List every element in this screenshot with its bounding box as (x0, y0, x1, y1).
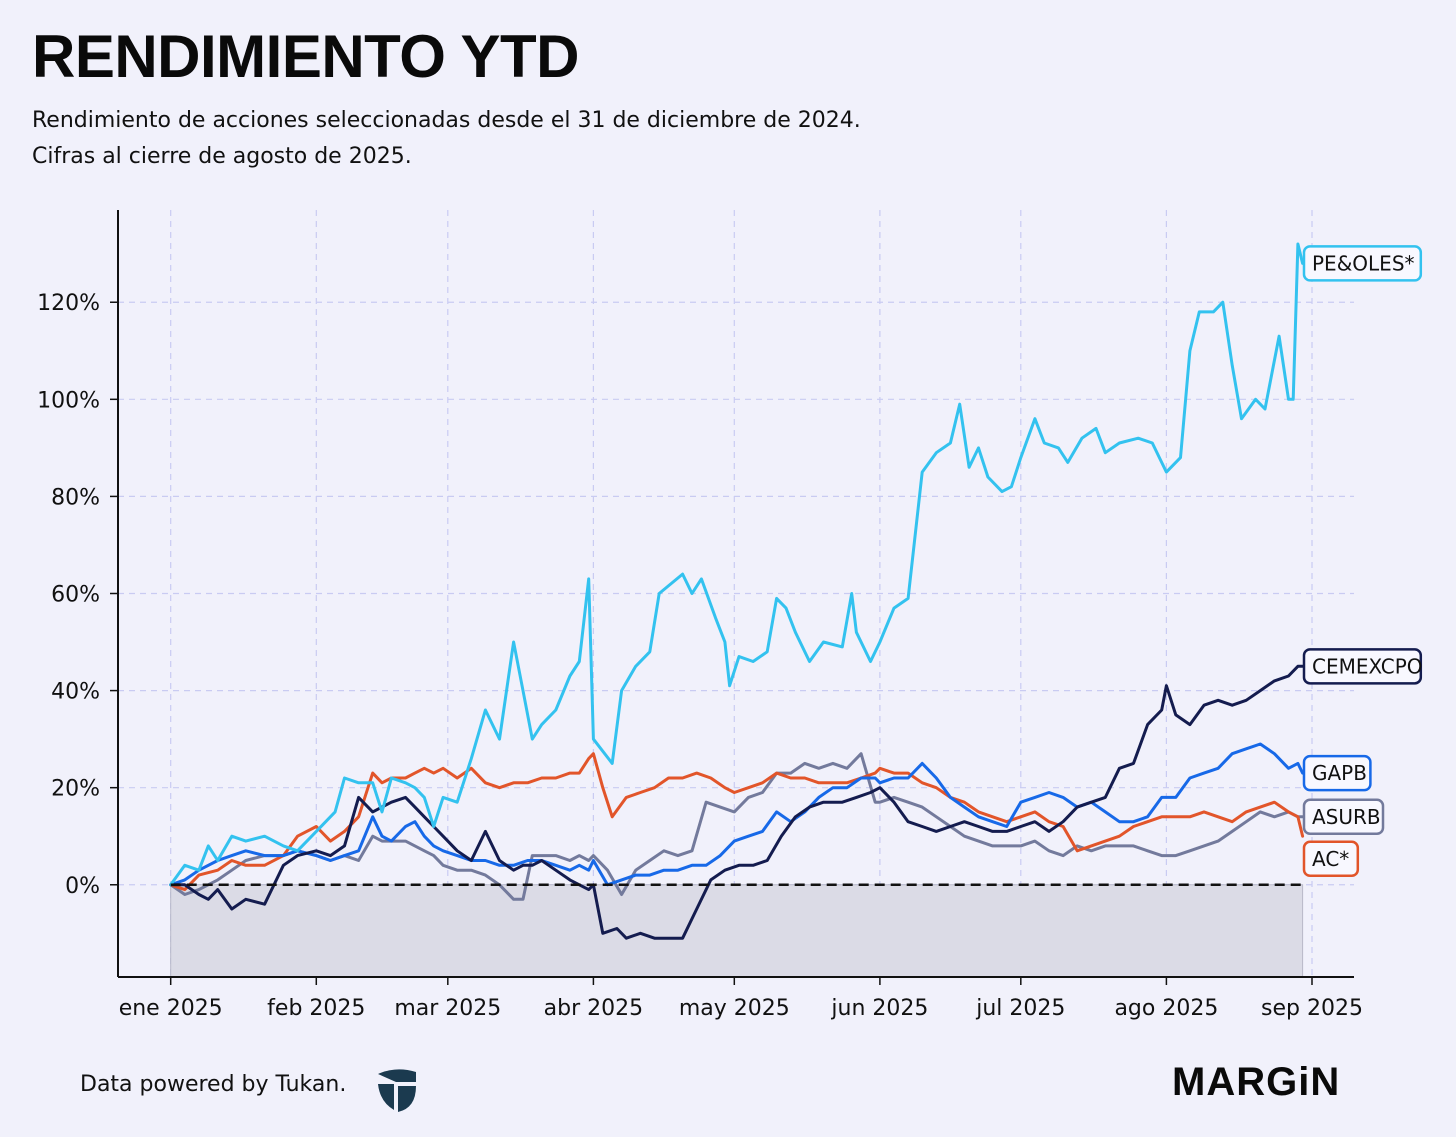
chart-subtitle-line1: Rendimiento de acciones seleccionadas de… (32, 108, 861, 133)
x-tick-label: abr 2025 (544, 996, 643, 1021)
y-tick-label: 0% (65, 874, 100, 899)
y-tick-label: 20% (51, 777, 100, 802)
chart-title: RENDIMIENTO YTD (32, 23, 580, 90)
series-label-box (1302, 245, 1423, 282)
data-credit: Data powered by Tukan. (80, 1072, 347, 1097)
y-tick-label: 80% (51, 485, 100, 510)
y-tick-label: 40% (51, 680, 100, 705)
series-line-peoles (169, 242, 1305, 887)
x-tick-label: ago 2025 (1114, 996, 1218, 1021)
series-line-asurb (169, 752, 1305, 901)
series-label: ASURB (1312, 805, 1381, 829)
x-tick-label: sep 2025 (1261, 996, 1363, 1021)
series-label: GAPB (1312, 761, 1367, 785)
series-label: AC* (1312, 847, 1349, 871)
x-tick-label: jun 2025 (830, 996, 928, 1021)
negative-area-fill (170, 884, 1304, 978)
chart-subtitle-line2: Cifras al cierre de agosto de 2025. (32, 144, 412, 169)
series-label: PE&OLES* (1312, 251, 1415, 275)
y-tick-label: 60% (51, 583, 100, 608)
x-tick-label: mar 2025 (394, 996, 501, 1021)
series-label: CEMEXCPO (1312, 654, 1423, 678)
series-line-ac (169, 752, 1305, 892)
series-label-box (1302, 840, 1360, 878)
x-tick-label: ene 2025 (119, 996, 223, 1021)
x-tick-label: feb 2025 (267, 996, 365, 1021)
series-line-cemexcpo (169, 664, 1305, 940)
y-tick-label: 100% (37, 388, 100, 413)
tukan-logo-icon (378, 1069, 416, 1112)
series-label-box (1302, 754, 1372, 792)
grid-lines (118, 210, 1354, 977)
series-line-gapb (169, 742, 1305, 887)
series-lines (169, 242, 1305, 940)
negative-area (170, 884, 1304, 978)
x-tick-label: jul 2025 (975, 996, 1065, 1021)
margin-logo: MARGiN (1172, 1060, 1341, 1104)
x-tick-label: may 2025 (679, 996, 790, 1021)
series-labels: PE&OLES* CEMEXCPO GAPB ASURB AC* (1302, 245, 1423, 878)
axes: ene 2025 feb 2025 mar 2025 abr 2025 may 2025… (37, 210, 1363, 1021)
series-label-box (1302, 798, 1385, 836)
y-tick-label: 120% (37, 291, 100, 316)
series-label-box (1302, 648, 1423, 685)
